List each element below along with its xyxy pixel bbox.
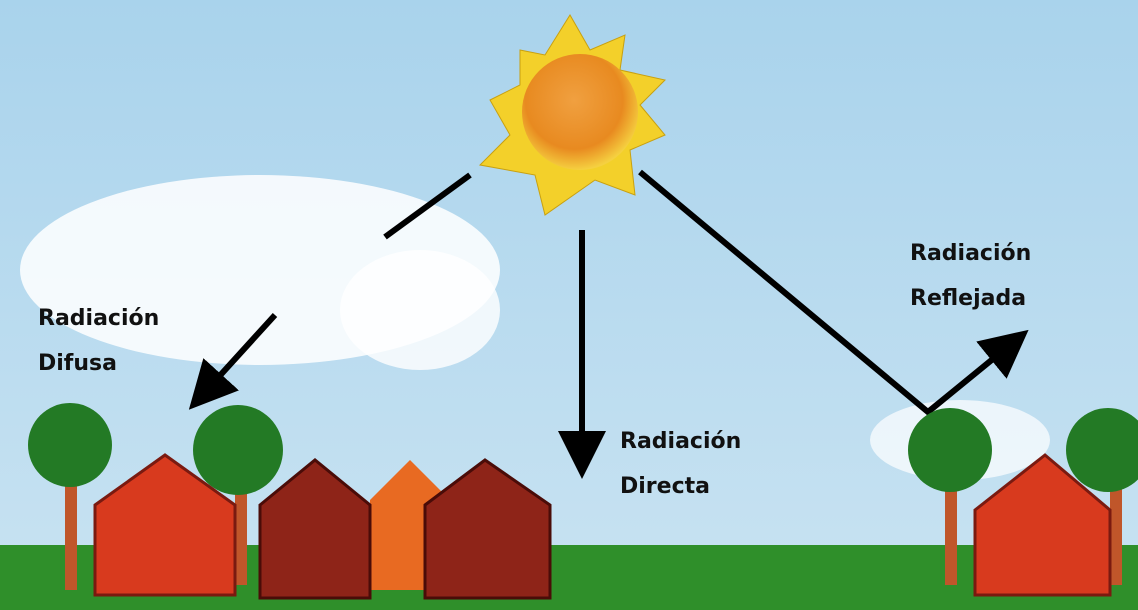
label: Directa [620,474,710,499]
cloud [340,250,500,370]
label: Reflejada [910,286,1026,311]
label: Radiación [620,429,741,454]
sun-core [522,54,638,170]
label: Radiación [910,241,1031,266]
label: Radiación [38,306,159,331]
houses [93,453,1112,600]
trees [28,403,1138,590]
label: Difusa [38,351,117,376]
arrows [188,169,1029,479]
